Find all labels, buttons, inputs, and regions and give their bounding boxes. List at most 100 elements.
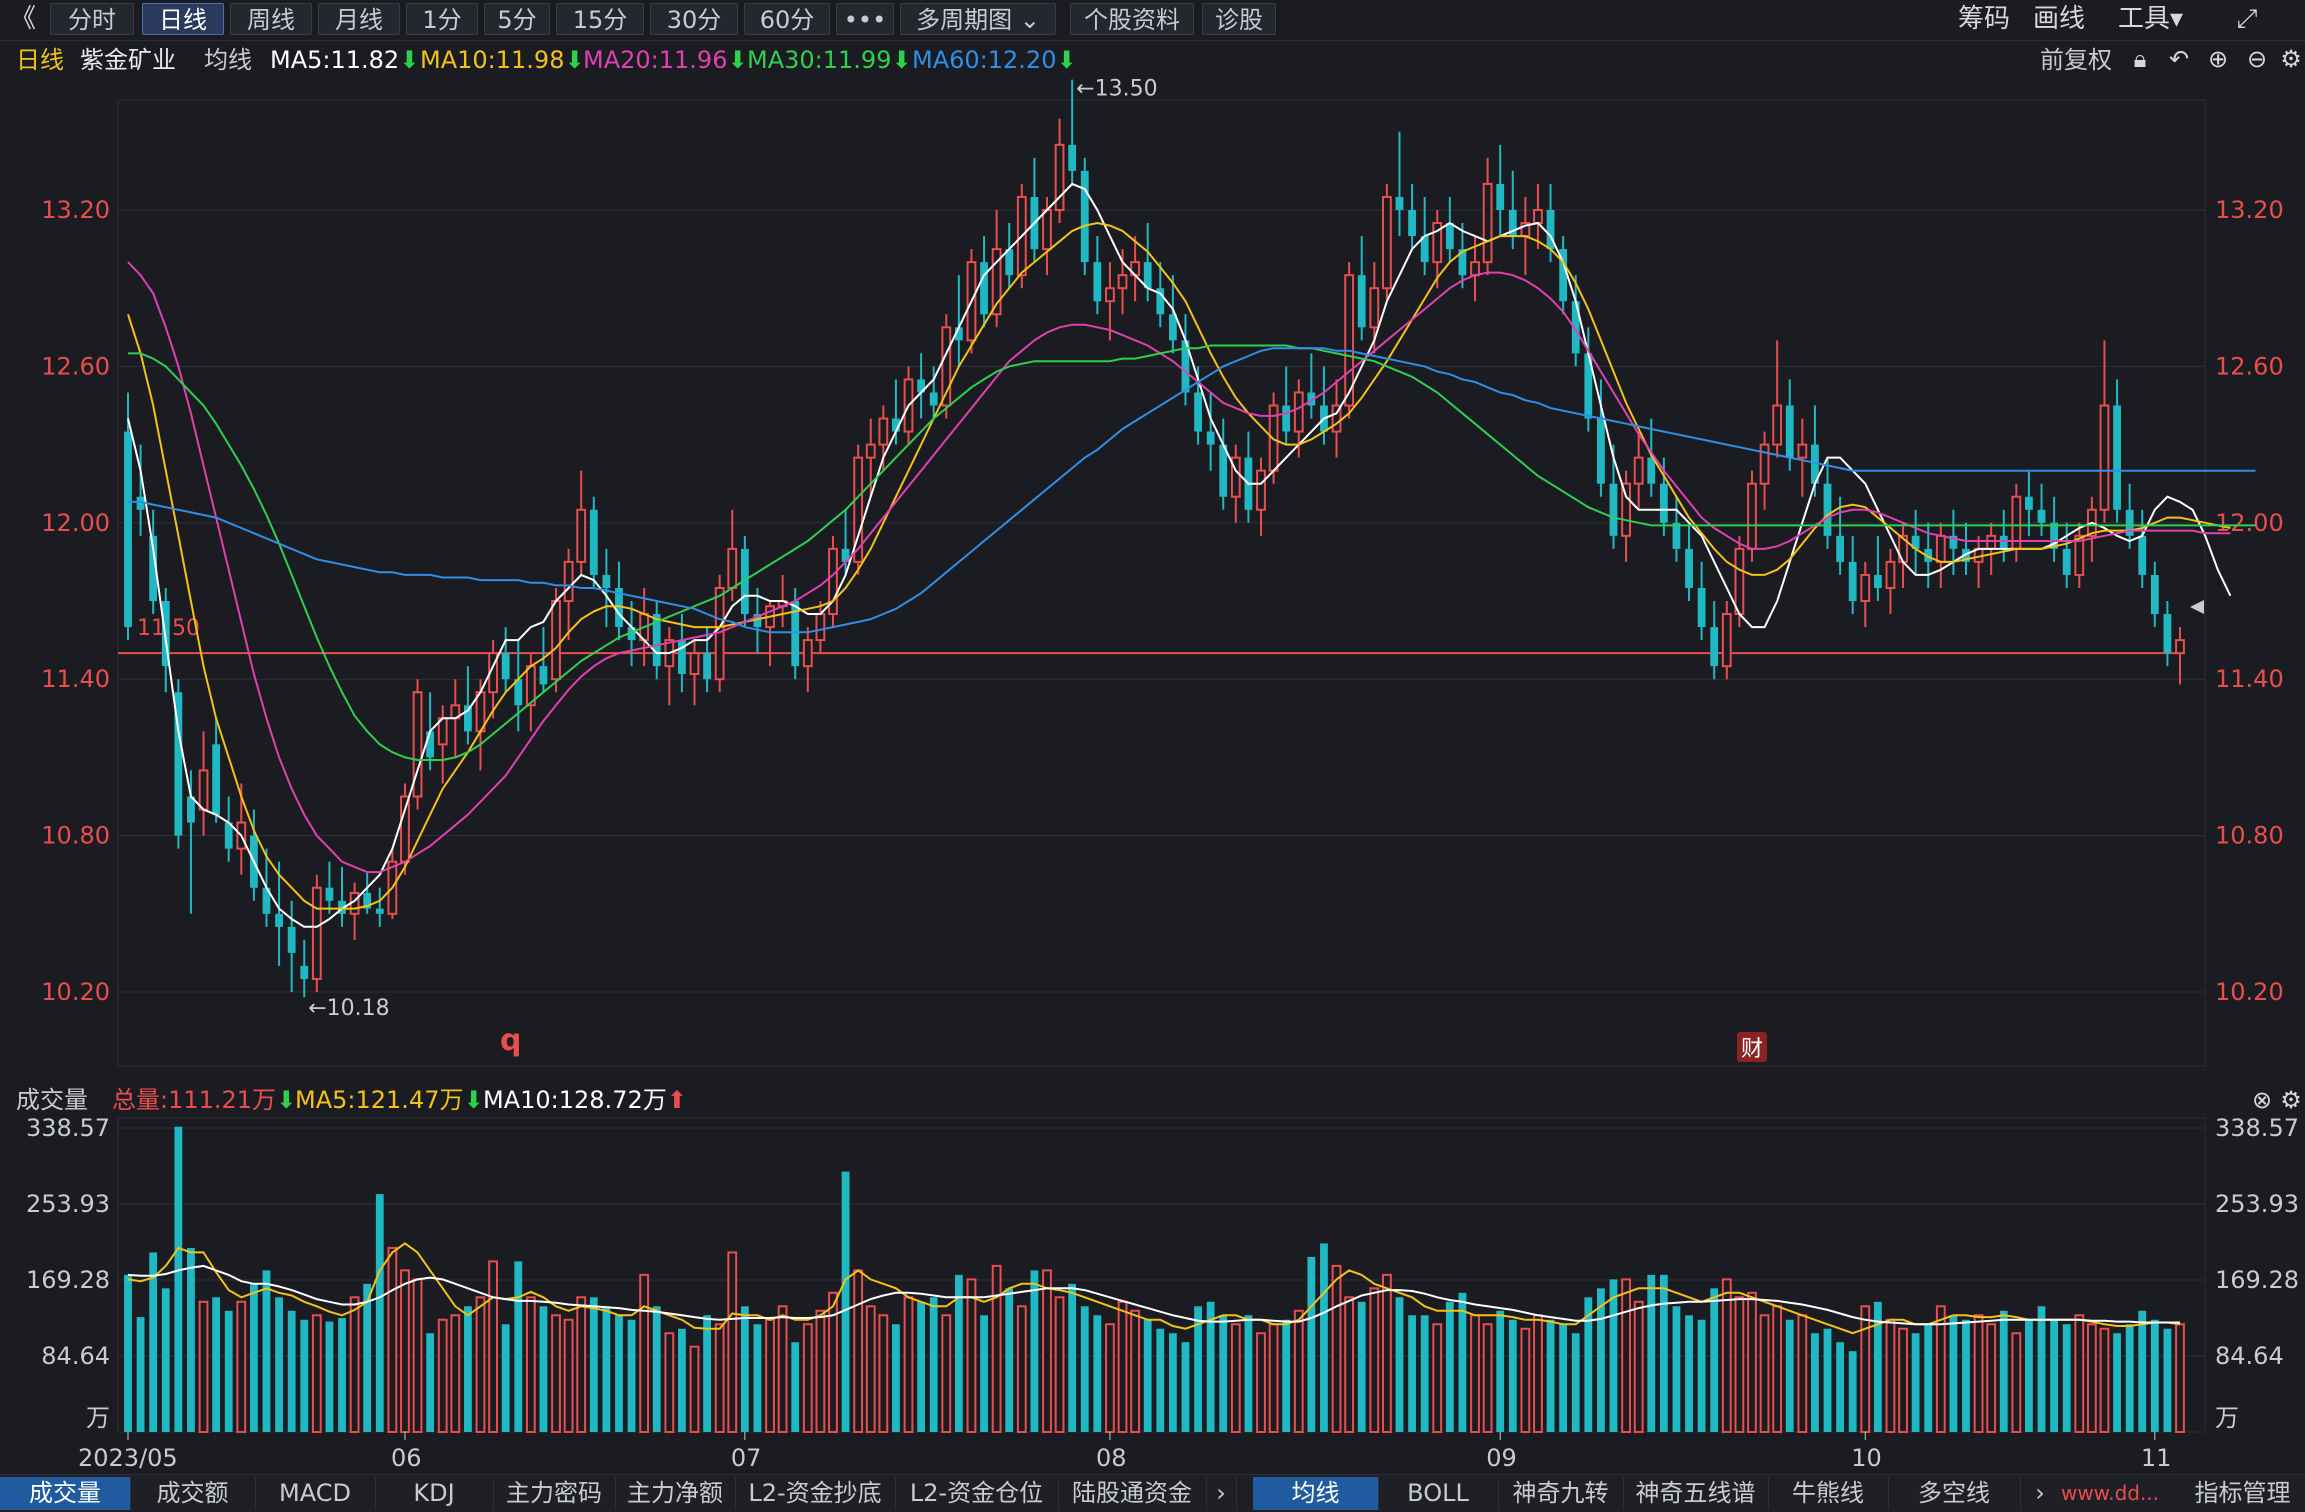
close-volume-icon[interactable]: ⊗ [2251,1086,2273,1114]
volume-bar [2050,1319,2059,1432]
period-button-8[interactable]: 60分 [744,3,830,35]
indicator-tab-5[interactable]: 主力净额 [615,1477,736,1510]
candle-body [1432,222,1443,264]
volume-bar [1571,1333,1580,1432]
volume-bar [236,1300,247,1433]
indicator-tab-2[interactable]: MACD [255,1477,376,1510]
tabs-scroll-arrow-icon[interactable]: › [1206,1477,1237,1510]
volume-bar [249,1283,258,1432]
x-axis-label: 06 [391,1444,422,1472]
overlay-tab-3[interactable]: 神奇五线谱 [1623,1477,1769,1510]
candle-body [1293,391,1304,433]
adjust-mode[interactable]: 前复权 [2040,46,2112,74]
volume-tick-left: 万 [86,1404,110,1432]
period-button-2[interactable]: 周线 [230,3,312,35]
volume-bar [740,1306,749,1432]
candle-body [1042,209,1052,251]
period-button-3[interactable]: 月线 [318,3,400,35]
candle-body [941,326,952,407]
volume-bar [2037,1306,2046,1432]
period-button-9[interactable]: ••• [836,3,894,35]
candle-body [1836,535,1845,562]
overlay-tab-1[interactable]: BOLL [1378,1477,1499,1510]
volume-bar [1068,1283,1077,1432]
indicator-tab-3[interactable]: KDJ [375,1477,494,1510]
volume-bar [161,1288,170,1432]
lock-icon[interactable]: 🔒︎ [2133,45,2147,73]
volume-settings-icon[interactable]: ⚙ [2280,1086,2302,1114]
period-button-5[interactable]: 5分 [484,3,550,35]
candle-body [124,431,132,628]
candle-body [1597,418,1605,484]
candle-body [1973,547,1984,563]
volume-bar [1609,1279,1618,1432]
period-button-12[interactable]: 诊股 [1202,3,1276,35]
period-button-1[interactable]: 日线 [142,3,224,35]
tools-menu[interactable]: 工具▾ [2118,4,2184,34]
volume-bar [1282,1319,1291,1432]
indicator-tab-6[interactable]: L2-资金抄底 [735,1477,896,1510]
volume-tick-left: 253.93 [26,1190,110,1218]
candle-body [991,248,1002,316]
volume-total: 总量:111.21万⬇ [112,1086,297,1114]
volume-bar [777,1305,788,1433]
ma60-value: MA60:12.20⬇ [912,46,1077,74]
candle-body [765,605,775,629]
settings-icon[interactable]: ⚙ [2280,45,2302,73]
zoom-out-icon[interactable]: ⊖ [2246,45,2268,73]
volume-bar [2025,1319,2033,1432]
candle-body [2113,405,2121,510]
fullscreen-icon[interactable]: ⤢ [2236,4,2258,34]
candle-body [1999,535,2008,549]
volume-label[interactable]: 成交量 [16,1086,88,1114]
candle-body [149,535,158,601]
indicator-tab-0[interactable]: 成交量 [0,1477,131,1510]
period-button-7[interactable]: 30分 [650,3,738,35]
candle-body [1357,275,1366,328]
undo-icon[interactable]: ↶ [2168,45,2190,73]
period-button-0[interactable]: 分时 [50,3,134,35]
period-button-10[interactable]: 多周期图 ⌄ [900,3,1056,35]
indicator-manage-button[interactable]: 指标管理 [2194,1479,2291,1507]
candle-body [2163,614,2172,654]
indicator-tab-1[interactable]: 成交额 [130,1477,256,1510]
draw-line-button[interactable]: 画线 [2033,4,2086,34]
period-button-4[interactable]: 1分 [406,3,478,35]
indicator-tab-8[interactable]: 陆股通资金 [1058,1477,1207,1510]
candle-body [1496,183,1505,210]
candle-body [2138,535,2147,575]
volume-bar [2150,1319,2159,1432]
candle-body [2074,534,2085,576]
candle-body [954,327,963,341]
overlay-tab-5[interactable]: 多空线 [1888,1477,2021,1510]
indicator-tab-7[interactable]: L2-资金仓位 [895,1477,1059,1510]
period-button-11[interactable]: 个股资料 [1070,3,1194,35]
zoom-in-icon[interactable]: ⊕ [2207,45,2229,73]
candle-body [1068,144,1077,171]
candle-body [174,692,183,836]
support-line-label: 11.50 [137,616,200,641]
volume-bar [2099,1327,2110,1434]
back-icon[interactable]: 《 [10,4,37,34]
indicator-tab-4[interactable]: 主力密码 [493,1477,616,1510]
overlay-tab-0[interactable]: 均线 [1253,1477,1379,1510]
period-button-6[interactable]: 15分 [556,3,644,35]
volume-bar [363,1283,372,1432]
tabs-next-icon[interactable]: › [2035,1479,2045,1507]
chip-button[interactable]: 筹码 [1958,4,2011,34]
volume-bar [1156,1328,1165,1432]
candle-body [249,835,258,888]
candle-body [287,926,296,953]
overlay-tab-2[interactable]: 神奇九转 [1498,1477,1624,1510]
candle-body [1331,404,1342,433]
price-tick-right: 10.20 [2215,978,2284,1006]
stock-name[interactable]: 紫金矿业 [80,46,176,74]
ma-label[interactable]: 均线 [204,46,252,74]
candle-body [1885,560,1896,589]
candle-body [463,705,472,732]
overlay-tab-4[interactable]: 牛熊线 [1768,1477,1889,1510]
candle-body [2025,496,2033,510]
candle-body [1898,534,1908,563]
candle-body [1584,353,1593,419]
